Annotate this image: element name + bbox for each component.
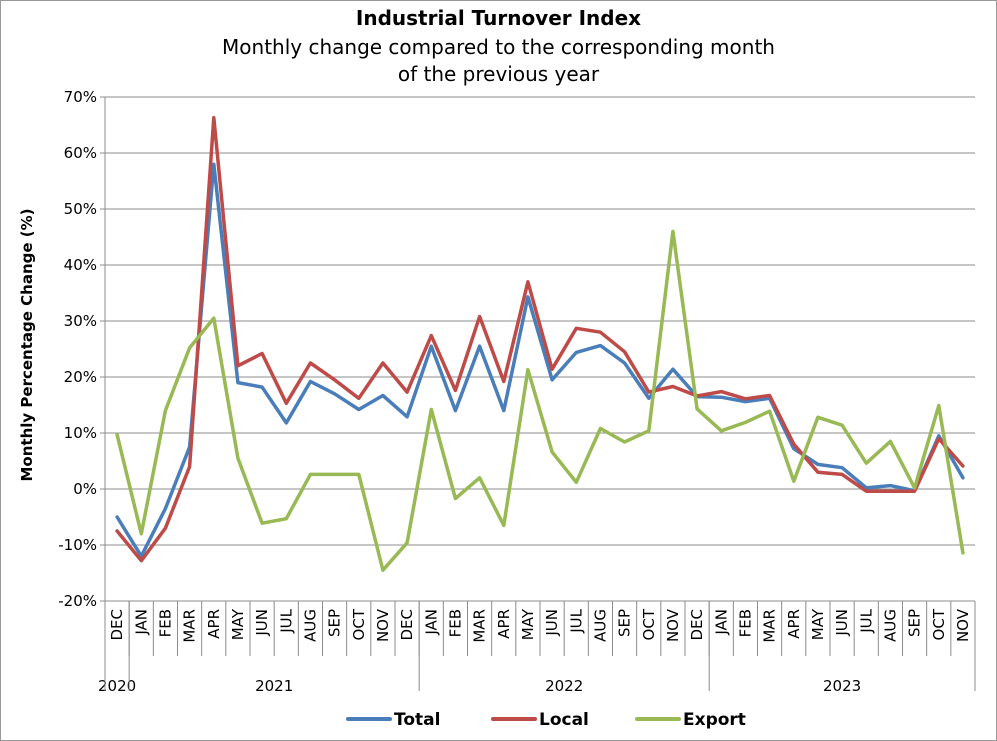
y-tick-label: 40% — [64, 256, 97, 274]
y-tick-label: 50% — [64, 200, 97, 218]
y-tick-label: 30% — [64, 312, 97, 330]
x-tick-label: MAR — [761, 609, 779, 643]
x-tick-label: APR — [205, 609, 223, 639]
x-tick-label: NOV — [954, 608, 972, 642]
x-tick-label: DEC — [398, 609, 416, 641]
x-tick-label: AUG — [301, 609, 319, 642]
x-tick-label: MAY — [519, 608, 537, 640]
x-tick-label: JAN — [132, 609, 150, 636]
x-tick-label: MAR — [181, 609, 199, 643]
x-tick-label: MAY — [809, 608, 827, 640]
y-tick-label: -10% — [58, 536, 97, 554]
y-tick-label: 20% — [64, 368, 97, 386]
y-tick-label: -20% — [58, 592, 97, 610]
x-tick-label: NOV — [664, 608, 682, 642]
y-tick-label: 60% — [64, 144, 97, 162]
x-tick-label: JUL — [857, 608, 875, 633]
x-tick-label: JAN — [422, 609, 440, 636]
x-tick-label: MAY — [229, 608, 247, 640]
legend-label: Total — [394, 710, 440, 730]
x-tick-label: NOV — [374, 608, 392, 642]
chart-subtitle-line-1: Monthly change compared to the correspon… — [222, 35, 775, 59]
x-tick-label: JAN — [712, 609, 730, 636]
x-tick-label: OCT — [930, 608, 948, 640]
chart-title: Industrial Turnover Index — [355, 6, 642, 30]
legend-label: Export — [683, 710, 746, 730]
series-line-export — [115, 229, 965, 572]
x-tick-label: OCT — [640, 608, 658, 640]
x-tick-label: FEB — [156, 609, 174, 637]
y-tick-label: 0% — [73, 480, 97, 498]
series-line-local — [115, 115, 965, 563]
x-tick-label: APR — [495, 609, 513, 639]
x-tick-label: JUN — [833, 609, 851, 637]
x-tick-label: DEC — [108, 609, 126, 641]
y-tick-label: 10% — [64, 424, 97, 442]
y-tick-label: 70% — [64, 88, 97, 106]
x-tick-label: OCT — [350, 608, 368, 640]
series-line-total — [115, 162, 965, 558]
x-tick-label: JUL — [277, 608, 295, 633]
x-tick-label: SEP — [616, 609, 634, 637]
x-tick-label: APR — [785, 609, 803, 639]
x-tick-label: JUN — [543, 609, 561, 637]
x-tick-label: FEB — [736, 609, 754, 637]
year-label: 2020 — [98, 677, 136, 695]
x-tick-label: JUL — [567, 608, 585, 633]
x-tick-label: FEB — [446, 609, 464, 637]
y-axis-label: Monthly Percentage Change (%) — [18, 209, 36, 482]
x-tick-label: AUG — [591, 609, 609, 642]
year-label: 2023 — [823, 677, 861, 695]
year-label: 2022 — [545, 677, 583, 695]
x-tick-label: DEC — [688, 609, 706, 641]
x-tick-label: AUG — [881, 609, 899, 642]
x-tick-label: SEP — [326, 609, 344, 637]
year-label: 2021 — [255, 677, 293, 695]
x-tick-label: JUN — [253, 609, 271, 637]
x-tick-label: SEP — [906, 609, 924, 637]
x-tick-label: MAR — [471, 609, 489, 643]
chart-subtitle-line-2: of the previous year — [397, 62, 600, 86]
legend-label: Local — [539, 710, 589, 730]
